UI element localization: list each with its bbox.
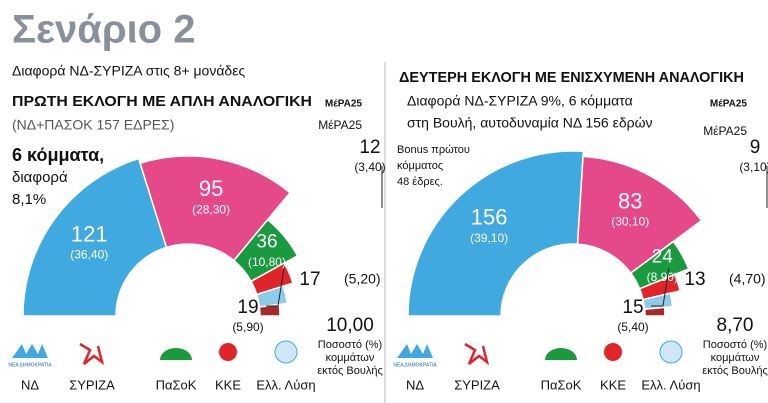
seat-label: 24 — [652, 247, 674, 268]
legend-label: ΚΚΕ — [600, 377, 626, 392]
chart-note: διαφορά — [12, 169, 68, 186]
logo-text: ΝΕΑ ΔΗΜΟΚΡΑΤΙΑ — [8, 362, 52, 368]
seat-label: 121 — [71, 221, 108, 246]
seat-segment — [576, 155, 703, 275]
seat-segment — [22, 157, 168, 317]
legend-label: Ελλ. Λύση — [641, 377, 700, 392]
logo-text: ΝΕΑ ΔΗΜΟΚΡΑΤΙΑ — [393, 362, 437, 368]
seat-label: 95 — [199, 176, 223, 201]
seat-label: 12 — [359, 137, 380, 158]
seat-label: 36 — [256, 232, 277, 253]
logo-icon — [12, 344, 48, 358]
share-label: (4,70) — [729, 271, 766, 287]
other-share: 8,70 — [717, 315, 754, 336]
seat-segment — [232, 218, 299, 283]
other-label: εκτός Βουλής — [702, 365, 768, 377]
logo-icon — [219, 343, 237, 361]
legend-label: ΝΔ — [406, 377, 424, 392]
chart-subtitle: (ΝΔ+ΠΑΣΟΚ 157 ΕΔΡΕΣ) — [12, 117, 174, 133]
logo-icon — [464, 342, 490, 366]
share-label: (3,10) — [739, 160, 768, 174]
chart-subtitle: Διαφορά ΝΔ-ΣΥΡΙΖΑ 9%, 6 κόμματα — [407, 93, 633, 109]
logo-text: ΜέΡΑ25 — [325, 99, 363, 110]
share-label: (36,40) — [70, 248, 108, 262]
seat-label: 13 — [684, 269, 705, 290]
other-label: εκτός Βουλής — [317, 365, 383, 377]
legend-label: ΠαΣοΚ — [156, 377, 197, 392]
seat-label: 83 — [618, 188, 642, 213]
chart-note: 48 έδρες. — [397, 176, 443, 188]
chart-note: Bonus πρώτου — [397, 144, 470, 156]
legend-label: ΝΔ — [21, 377, 39, 392]
logo-icon — [79, 342, 105, 366]
share-label: (30,10) — [611, 215, 649, 229]
seat-segment — [643, 306, 666, 317]
legend-label: ΜέΡΑ25 — [318, 118, 362, 132]
seat-segment — [258, 303, 281, 317]
leader-line — [651, 267, 670, 307]
legend-label: ΣΥΡΙΖΑ — [454, 377, 500, 392]
other-label: Ποσοστό (%) — [318, 339, 382, 351]
legend-label: ΠαΣοΚ — [541, 377, 582, 392]
main-title: Σενάριο 2 — [12, 8, 195, 52]
other-label: Ποσοστό (%) — [703, 339, 767, 351]
seat-segment — [139, 155, 292, 262]
share-label: (3,40) — [354, 160, 385, 174]
legend-label: ΣΥΡΙΖΑ — [69, 377, 115, 392]
chart-title: ΔΕΥΤΕΡΗ ΕΚΛΟΓΗ ΜΕ ΕΝΙΣΧΥΜΕΝΗ ΑΝΑΛΟΓΙΚΗ — [399, 69, 744, 86]
seat-label: 15 — [622, 297, 643, 318]
logo-text: ΜέΡΑ25 — [710, 99, 748, 110]
logo-icon — [659, 340, 683, 364]
chart-title: ΠΡΩΤΗ ΕΚΛΟΓΗ ΜΕ ΑΠΛΗ ΑΝΑΛΟΓΙΚΗ — [12, 93, 312, 110]
other-label: κομμάτων — [711, 352, 760, 364]
share-label: (8,90) — [647, 270, 678, 284]
share-label: (5,90) — [232, 320, 263, 334]
seat-label: 19 — [237, 297, 258, 318]
logo-icon — [274, 340, 298, 364]
logo-icon — [604, 343, 622, 361]
legend-label: ΚΚΕ — [215, 377, 241, 392]
chart-note: 8,1% — [12, 191, 46, 208]
share-label: (5,20) — [344, 271, 381, 287]
chart-note: 6 κόμματα, — [12, 145, 104, 165]
legend-label: ΜέΡΑ25 — [703, 124, 747, 138]
seat-segment — [407, 150, 585, 317]
logo-icon — [545, 348, 577, 360]
logo-icon — [397, 344, 433, 358]
share-label: (10,80) — [248, 255, 286, 269]
share-label: (28,30) — [192, 202, 230, 216]
seat-label: 9 — [750, 137, 761, 158]
main-subtitle: Διαφορά ΝΔ-ΣΥΡΙΖΑ στις 8+ μονάδες — [12, 63, 245, 79]
seat-label: 156 — [471, 205, 508, 230]
logo-icon — [160, 348, 192, 360]
other-share: 10,00 — [326, 315, 374, 336]
chart-note: κόμματος — [397, 160, 443, 172]
seat-label: 17 — [299, 269, 320, 290]
leader-line — [266, 267, 285, 307]
legend-label: Ελλ. Λύση — [256, 377, 315, 392]
share-label: (5,40) — [617, 320, 648, 334]
chart-subtitle: στη Βουλή, αυτοδυναμία ΝΔ 156 εδρών — [407, 115, 653, 131]
other-label: κομμάτων — [326, 352, 375, 364]
share-label: (39,10) — [470, 231, 508, 245]
